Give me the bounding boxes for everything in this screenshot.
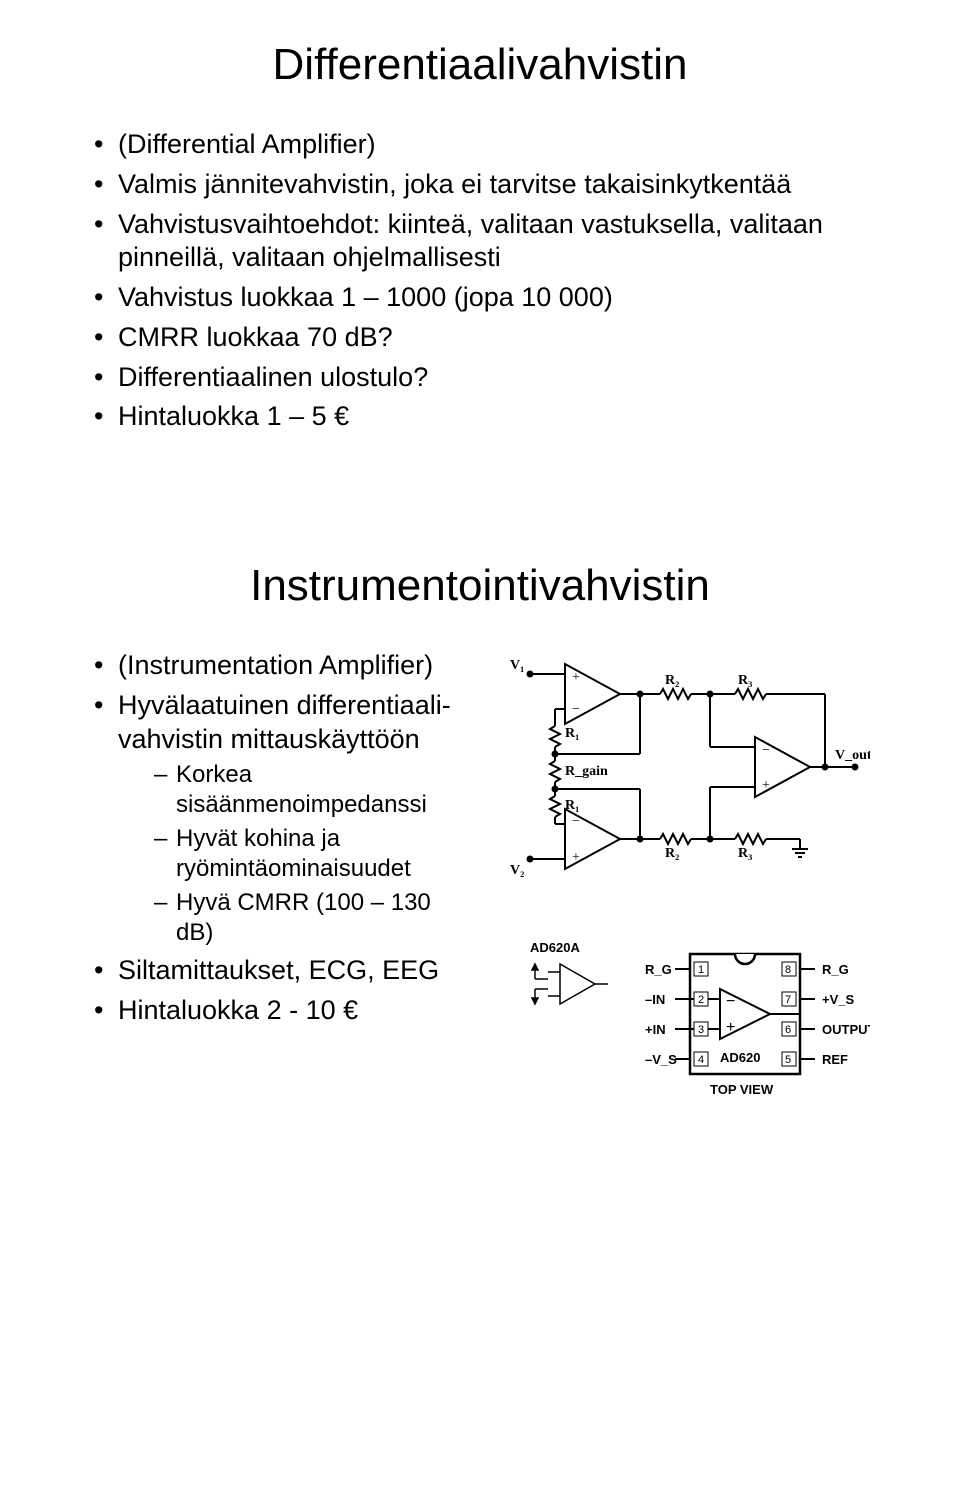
bullet-item: Hintaluokka 2 - 10 €	[90, 994, 470, 1028]
vout-label: V_out	[835, 748, 870, 763]
pin-num: 6	[785, 1024, 791, 1036]
bullet-item: CMRR luokkaa 70 dB?	[90, 321, 870, 355]
pin-label: REF	[822, 1052, 848, 1067]
bullet-item: Vahvistus luokkaa 1 – 1000 (jopa 10 000)	[90, 281, 870, 315]
pin-num: 1	[698, 964, 704, 976]
bullet-text: (Differential Amplifier)	[118, 129, 376, 159]
sub-text: Hyvä CMRR (100 – 130 dB)	[176, 889, 431, 946]
pin-num: 3	[698, 1024, 704, 1036]
sub-text: Hyvät kohina ja ryömintäominaisuudet	[176, 825, 411, 882]
ad620a-label: AD620A	[530, 940, 580, 955]
pin-label: +IN	[645, 1022, 666, 1037]
pin-num: 4	[698, 1054, 704, 1066]
v2-label: V₂	[510, 863, 524, 878]
bullet-text: Hintaluokka 2 - 10 €	[118, 995, 358, 1025]
topview-label: TOP VIEW	[710, 1082, 774, 1097]
v1-label: V₁	[510, 658, 524, 673]
sub-item: Hyvät kohina ja ryömintäominaisuudet	[154, 824, 470, 884]
slide2-bullets: (Instrumentation Amplifier) Hyvälaatuine…	[90, 649, 470, 1028]
ad620-chip-diagram-icon: AD620A − +	[530, 934, 870, 1114]
bullet-item: Siltamittaukset, ECG, EEG	[90, 954, 470, 988]
r3-label: R₃	[738, 846, 752, 861]
slide1-bullets: (Differential Amplifier) Valmis jännitev…	[90, 128, 870, 434]
bullet-text: CMRR luokkaa 70 dB?	[118, 322, 393, 352]
r3-label: R₃	[738, 673, 752, 688]
r1-label: R₁	[565, 798, 579, 813]
minus-label: −	[726, 993, 735, 1010]
pin-num: 7	[785, 994, 791, 1006]
pin-label: –IN	[645, 992, 665, 1007]
bullet-text: Hyvälaatuinen differentiaali-vahvistin m…	[118, 690, 451, 754]
bullet-text: Siltamittaukset, ECG, EEG	[118, 955, 439, 985]
sub-text: Korkea sisäänmenoimpedanssi	[176, 761, 427, 818]
sub-item: Hyvä CMRR (100 – 130 dB)	[154, 888, 470, 948]
plus-label: +	[572, 850, 580, 865]
rg-label: R_G	[530, 1007, 547, 1019]
bullet-text: Hintaluokka 1 – 5 €	[118, 401, 349, 431]
slide1-title: Differentiaalivahvistin	[90, 40, 870, 90]
r2-label: R₂	[665, 846, 679, 861]
minus-label: −	[572, 814, 580, 829]
pin-label: –V_S	[645, 1052, 677, 1067]
bullet-item: Vahvistusvaihtoehdot: kiinteä, valitaan …	[90, 208, 870, 276]
pin-label: R_G	[822, 962, 849, 977]
pin-label: OUTPUT	[822, 1022, 870, 1037]
r2-label: R₂	[665, 673, 679, 688]
chip-name-label: AD620	[720, 1050, 760, 1065]
sub-item: Korkea sisäänmenoimpedanssi	[154, 760, 470, 820]
rgain-label: R_gain	[565, 764, 608, 779]
slide2-title: Instrumentointivahvistin	[90, 561, 870, 611]
pin-num: 8	[785, 964, 791, 976]
bullet-text: (Instrumentation Amplifier)	[118, 650, 433, 680]
pin-num: 2	[698, 994, 704, 1006]
slide-2: Instrumentointivahvistin (Instrumentatio…	[0, 480, 960, 1154]
slide-1: Differentiaalivahvistin (Differential Am…	[0, 0, 960, 480]
r1-label: R₁	[565, 726, 579, 741]
pin-label: R_G	[645, 962, 672, 977]
minus-label: −	[762, 743, 770, 758]
bullet-item: Hyvälaatuinen differentiaali-vahvistin m…	[90, 689, 470, 949]
bullet-item: (Differential Amplifier)	[90, 128, 870, 162]
instrumentation-amp-schematic-icon: + − + − − + V₁	[510, 649, 870, 884]
bullet-text: Valmis jännitevahvistin, joka ei tarvits…	[118, 169, 791, 199]
bullet-text: Differentiaalinen ulostulo?	[118, 362, 428, 392]
pin-label: +V_S	[822, 992, 854, 1007]
bullet-item: (Instrumentation Amplifier)	[90, 649, 470, 683]
bullet-item: Valmis jännitevahvistin, joka ei tarvits…	[90, 168, 870, 202]
bullet-item: Hintaluokka 1 – 5 €	[90, 400, 870, 434]
bullet-text: Vahvistusvaihtoehdot: kiinteä, valitaan …	[118, 209, 823, 273]
sub-bullets: Korkea sisäänmenoimpedanssi Hyvät kohina…	[154, 760, 470, 948]
bullet-text: Vahvistus luokkaa 1 – 1000 (jopa 10 000)	[118, 282, 613, 312]
plus-label: +	[572, 670, 580, 685]
minus-label: −	[572, 702, 580, 717]
bullet-item: Differentiaalinen ulostulo?	[90, 361, 870, 395]
pin-num: 5	[785, 1054, 791, 1066]
plus-label: +	[762, 778, 770, 793]
plus-label: +	[726, 1019, 735, 1036]
